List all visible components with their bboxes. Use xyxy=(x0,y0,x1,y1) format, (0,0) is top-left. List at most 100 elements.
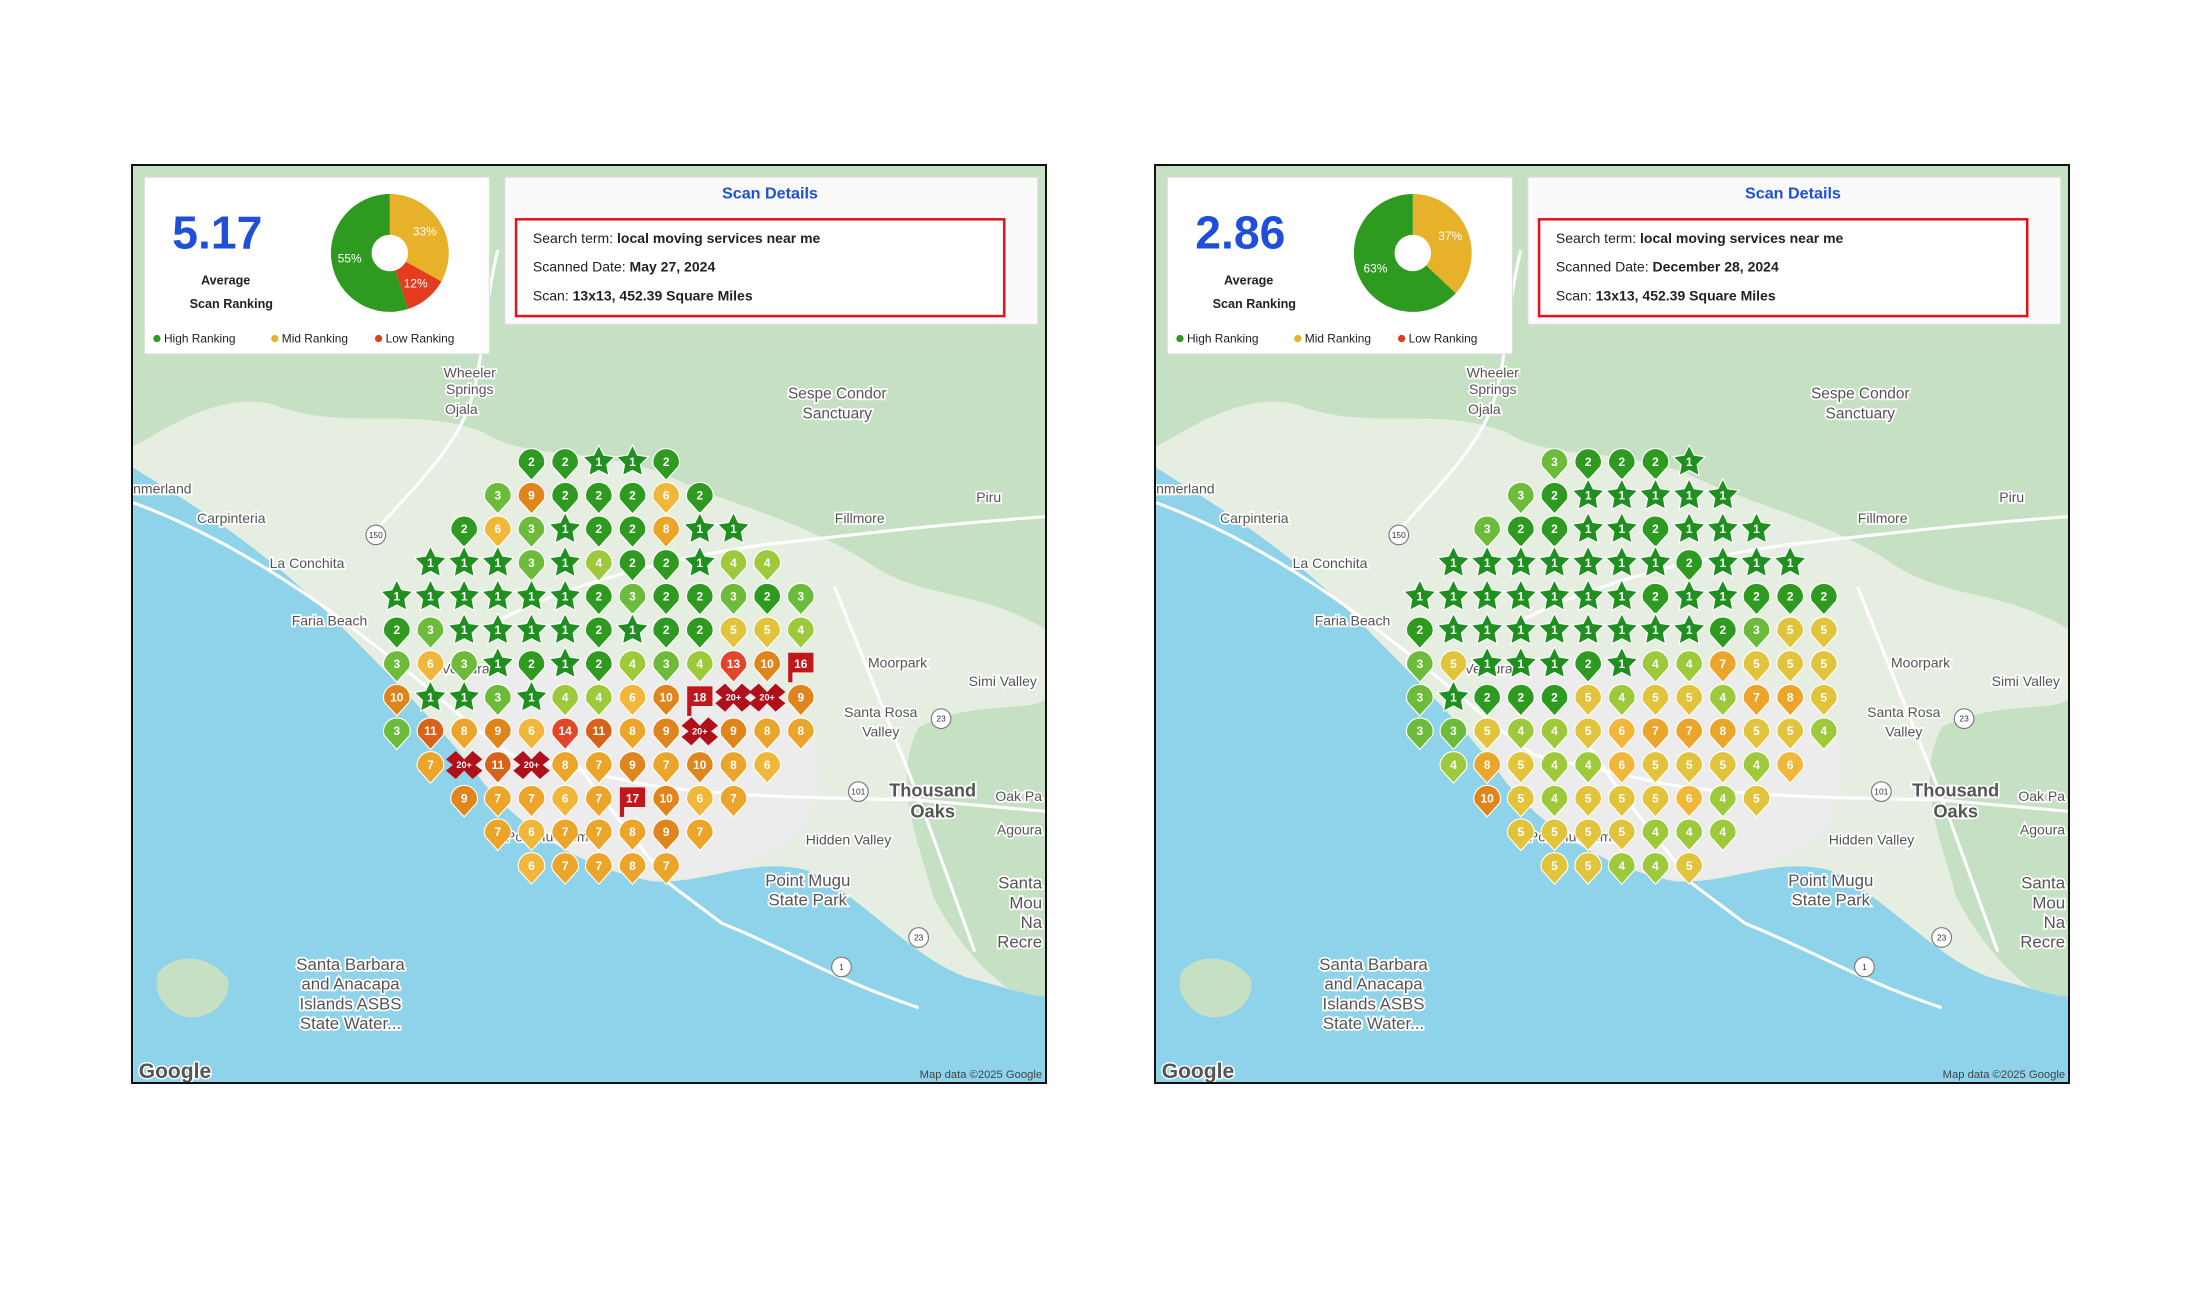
legend-dot xyxy=(374,334,383,343)
rank-label: 1 xyxy=(1753,522,1760,536)
rank-marker xyxy=(1675,852,1703,886)
rank-label: 1 xyxy=(1686,623,1693,637)
rank-marker xyxy=(416,650,445,684)
rank-label: 8 xyxy=(629,724,636,738)
map-label: Point Mugu xyxy=(1788,871,1873,890)
rank-marker xyxy=(1537,645,1572,679)
rank-label: 1 xyxy=(562,623,569,637)
rank-marker xyxy=(450,515,478,549)
rank-label: 18 xyxy=(693,691,707,705)
rank-marker xyxy=(1772,544,1808,578)
details-box xyxy=(1537,218,2029,318)
rank-label: 9 xyxy=(730,724,737,738)
detail-value: December 28, 2024 xyxy=(1653,258,1779,274)
rank-marker xyxy=(1709,650,1737,684)
rank-marker xyxy=(1709,717,1737,751)
rank-label: 5 xyxy=(1821,657,1828,671)
map-island xyxy=(1179,958,1252,1018)
rank-label: 1 xyxy=(427,691,434,705)
map-island xyxy=(156,958,229,1018)
rank-marker xyxy=(1641,650,1670,684)
rank-marker xyxy=(1675,784,1703,818)
rank-marker xyxy=(551,683,579,717)
route-shield xyxy=(831,956,852,978)
rank-label: 6 xyxy=(764,758,771,772)
rank-label: 16 xyxy=(794,657,808,671)
rank-marker xyxy=(652,784,680,818)
rank-label: 1 xyxy=(1652,489,1659,503)
rank-marker xyxy=(753,751,781,785)
rank-label: 5 xyxy=(1821,623,1828,637)
rank-label: 1 xyxy=(1720,522,1727,536)
rank-marker xyxy=(652,852,680,886)
rank-label: 5 xyxy=(1518,825,1525,839)
map-label: and Anacapa xyxy=(1324,975,1423,994)
pie-slice xyxy=(330,194,409,312)
rank-label: 1 xyxy=(1551,556,1558,570)
rank-marker xyxy=(1406,616,1434,650)
rank-marker xyxy=(786,582,815,616)
rank-label: 4 xyxy=(1450,758,1457,772)
rank-marker xyxy=(1473,751,1501,785)
rank-label: 5 xyxy=(1585,792,1592,806)
rank-label: 1 xyxy=(1720,556,1727,570)
rank-marker xyxy=(551,481,579,515)
rank-marker xyxy=(753,650,781,684)
rank-marker xyxy=(1540,818,1569,852)
rank-marker xyxy=(1604,544,1640,578)
rank-marker xyxy=(446,679,482,713)
rank-marker xyxy=(1507,751,1535,785)
rank-marker xyxy=(379,578,415,612)
map-label: Piru xyxy=(976,489,1001,505)
google-logo: Google xyxy=(1162,1060,1234,1082)
rank-marker xyxy=(585,852,613,886)
rank-marker xyxy=(547,578,583,612)
rank-label: 7 xyxy=(495,825,502,839)
map-label: Mou xyxy=(1009,893,1042,912)
rank-label: 1 xyxy=(629,623,636,637)
rank-marker xyxy=(1776,582,1804,616)
rank-label: 1 xyxy=(697,556,704,570)
rank-label: 3 xyxy=(1484,522,1491,536)
rank-marker xyxy=(1436,612,1471,645)
rank-label: 9 xyxy=(663,825,670,839)
rank-label: 7 xyxy=(596,758,603,772)
rank-label: 5 xyxy=(1686,758,1693,772)
rank-marker xyxy=(1570,612,1606,645)
rank-label: 6 xyxy=(1787,758,1794,772)
details-title: Scan Details xyxy=(1745,184,1841,202)
attribution: Map data ©2025 Google xyxy=(920,1069,1042,1081)
detail-label: Search term: xyxy=(533,230,613,246)
rank-label: 1 xyxy=(1619,590,1626,604)
rank-label: 1 xyxy=(1686,522,1693,536)
rank-label: 1 xyxy=(495,556,502,570)
map-label: and Anacapa xyxy=(301,975,400,994)
rank-label: 3 xyxy=(798,590,805,604)
rank-label: 1 xyxy=(1619,657,1626,671)
rank-marker xyxy=(585,481,613,515)
map-label: Santa xyxy=(2021,874,2066,893)
rank-marker xyxy=(1675,751,1703,785)
route-number: 101 xyxy=(1874,787,1888,797)
rank-label: 3 xyxy=(394,657,401,671)
rank-marker xyxy=(1540,717,1569,751)
detail-line: Search term: local moving services near … xyxy=(1556,230,1844,246)
rank-marker xyxy=(652,751,680,785)
rank-label: 2 xyxy=(1551,489,1558,503)
rank-marker xyxy=(652,818,680,852)
rank-label: 2 xyxy=(528,657,535,671)
rank-label: 1 xyxy=(427,556,434,570)
rank-label: 2 xyxy=(1417,623,1424,637)
rank-label: 2 xyxy=(629,556,636,570)
rank-marker xyxy=(1641,515,1670,549)
rank-marker xyxy=(1604,511,1640,544)
rank-label: 1 xyxy=(461,691,468,705)
rank-marker xyxy=(786,616,815,650)
rank-marker xyxy=(1507,784,1535,818)
rank-marker xyxy=(585,751,613,785)
rank-marker xyxy=(1540,751,1569,785)
rank-label: 7 xyxy=(596,792,603,806)
rank-label: 1 xyxy=(1585,522,1592,536)
legend-label: Low Ranking xyxy=(1409,331,1478,345)
